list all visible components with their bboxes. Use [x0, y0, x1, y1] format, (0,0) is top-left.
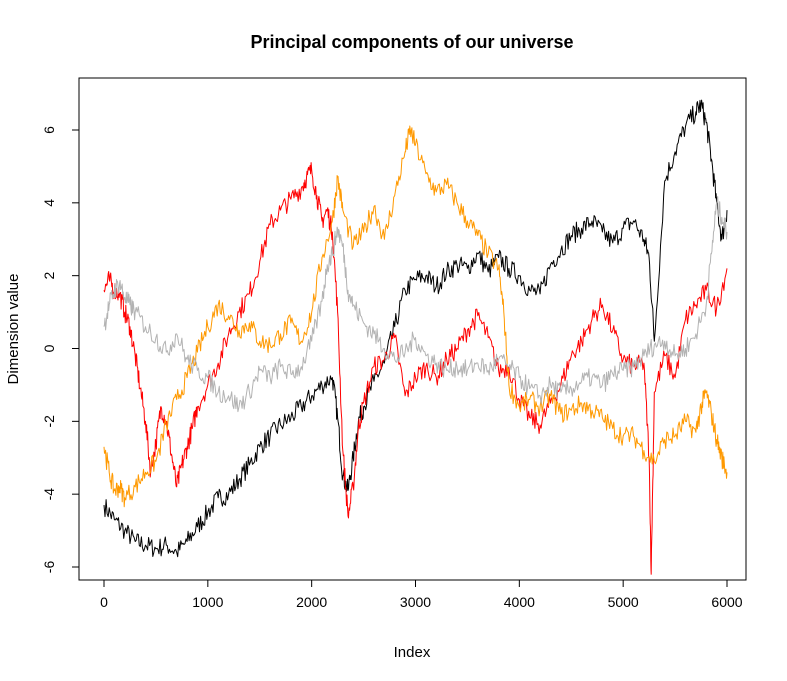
- series-layer: [103, 99, 728, 575]
- x-tick-label: 2000: [296, 594, 327, 610]
- x-tick-label: 1000: [192, 594, 223, 610]
- x-axis-label: Index: [394, 644, 431, 661]
- x-tick-label: 5000: [608, 594, 639, 610]
- chart-title: Principal components of our universe: [250, 32, 573, 52]
- y-tick-label: 0: [41, 344, 57, 352]
- y-tick-label: -6: [41, 561, 57, 574]
- plot-frame: [78, 77, 747, 581]
- y-axis: -6 -4 -2 0 2 4 6: [41, 126, 80, 574]
- x-tick-label: 3000: [400, 594, 431, 610]
- series-line-4: [103, 196, 728, 413]
- y-tick-label: -4: [41, 488, 57, 501]
- series-line-1: [103, 99, 728, 558]
- x-tick-label: 4000: [504, 594, 535, 610]
- y-tick-label: 4: [41, 199, 57, 207]
- y-tick-label: 6: [41, 126, 57, 134]
- x-tick-label: 0: [100, 594, 108, 610]
- y-axis-label: Dimension value: [5, 274, 22, 385]
- x-tick-label: 6000: [711, 594, 742, 610]
- series-line-2: [103, 162, 728, 575]
- y-tick-label: -2: [41, 415, 57, 428]
- series-line-3: [103, 125, 728, 508]
- y-tick-label: 2: [41, 272, 57, 280]
- x-axis: 0 1000 2000 3000 4000 5000 6000: [100, 579, 743, 610]
